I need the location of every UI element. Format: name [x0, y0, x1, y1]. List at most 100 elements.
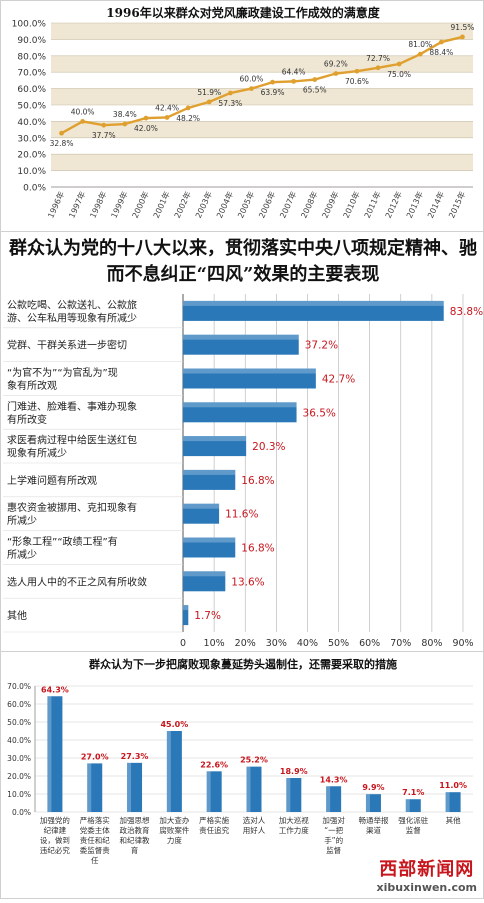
data-label: 38.4% [113, 110, 137, 119]
data-label: 32.8% [50, 139, 74, 148]
category-label: 严格落实 [80, 815, 110, 825]
category-label: 渠道 [366, 825, 381, 835]
data-label: 81.0% [408, 40, 432, 49]
category-label: 和纪律教 [120, 835, 150, 845]
bar-highlight [183, 503, 220, 509]
category-label: 违纪必究 [40, 845, 70, 855]
category-label: 手”的 [324, 835, 343, 845]
bar-highlight [183, 436, 247, 442]
x-tick-label: 2009年 [320, 190, 341, 220]
data-label: 75.0% [387, 70, 411, 79]
data-point [227, 90, 233, 96]
category-label: “一把 [324, 825, 343, 835]
bar-highlight [183, 571, 226, 577]
bar-value-label: 22.6% [200, 760, 228, 769]
bar [445, 792, 461, 812]
bar [183, 571, 226, 592]
x-tick-label: 2001年 [151, 190, 172, 220]
data-label: 60.0% [240, 75, 264, 84]
x-tick-label: 2008年 [299, 190, 320, 220]
y-tick-label: 10.0% [17, 167, 46, 177]
bar [183, 402, 297, 423]
x-tick-label: 2000年 [130, 190, 151, 220]
data-label: 88.4% [429, 48, 453, 57]
grid-band [51, 154, 473, 171]
category-label: 工作力度 [279, 825, 309, 835]
y-tick-label: 60.0% [17, 85, 46, 95]
y-tick-label: 40.0% [17, 118, 46, 128]
category-label: 纪律建 [44, 825, 67, 835]
satisfaction-line-panel: 1996年以来群众对党风廉政建设工作成效的满意度 0.0% 10.0% 20.0% 3… [0, 0, 484, 232]
category-label: 政治教育 [120, 825, 150, 835]
x-tick-label: 80% [421, 638, 442, 649]
x-tick-label: 2010年 [341, 190, 362, 220]
category-label: 党群、干群关系进一步密切 [7, 339, 127, 352]
category-label: 党委主体 [80, 825, 110, 835]
grid-band [51, 55, 473, 73]
site-watermark: 西部新闻网 xibuxinwen.com [377, 855, 477, 894]
data-point [101, 122, 107, 128]
bar-highlight [166, 731, 171, 812]
category-label: 设，做到 [40, 835, 70, 845]
category-label: 强化派驻 [398, 815, 428, 825]
category-label: 监督 [326, 845, 341, 855]
effects-hbar-chart: 0 10% 20% 30% 40% 50% 60% 70% 80% 90% 83.8% 公款吃喝、公款… [3, 294, 483, 649]
category-label: 选人用人中的不正之风有所收敛 [7, 575, 147, 588]
y-tick-label: 30.0% [7, 754, 31, 763]
category-label: 现象有所减少 [7, 447, 67, 460]
bar [47, 696, 63, 812]
bar-value-label: 7.1% [402, 788, 424, 797]
bar [183, 300, 444, 321]
bar [365, 794, 381, 812]
category-label: 畅通举报 [358, 815, 388, 825]
data-point [80, 119, 86, 124]
y-tick-label: 50.0% [7, 718, 31, 727]
data-point [270, 79, 275, 85]
bar [183, 334, 299, 355]
grid-band [51, 121, 473, 138]
category-label: 上学难问题有所改观 [7, 474, 97, 487]
y-tick-label: 10.0% [7, 790, 31, 799]
bar-value-label: 11.6% [225, 509, 258, 521]
satisfaction-line-chart: 0.0% 10.0% 20.0% 30.0% 40.0% 50.0% 60.0% 70.0% 8… [12, 20, 475, 220]
data-point [122, 121, 128, 127]
vbar-chart-title: 群众认为下一步把腐败现象蔓延势头遏制住，还需要采取的措施 [89, 658, 397, 671]
satisfaction-series-line [60, 35, 463, 135]
x-tick-label: 2014年 [425, 190, 446, 220]
data-label: 63.9% [261, 88, 285, 97]
bar [183, 368, 316, 389]
y-tick-label: 0.0% [23, 184, 46, 194]
category-label: 力度 [167, 835, 182, 845]
data-point [396, 61, 402, 67]
bar-value-label: 20.3% [252, 441, 285, 453]
bar [246, 766, 262, 812]
bar [183, 436, 247, 457]
category-label: 求医看病过程中给医生送红包 [7, 434, 137, 447]
y-tick-label: 0.0% [12, 808, 31, 817]
data-point [417, 51, 423, 57]
category-label: 责任追究 [199, 825, 229, 835]
category-label: “形象工程”“政绩工程”有 [7, 535, 118, 548]
x-tick-label: 2007年 [277, 190, 298, 220]
bar-highlight [286, 777, 291, 812]
bar [166, 731, 182, 812]
x-tick-label: 20% [235, 638, 256, 649]
category-label: 所减少 [7, 515, 37, 527]
category-label: 游、公车私用等现象有所减少 [7, 311, 137, 324]
category-label: 惠农资金被挪用、克扣现象有 [7, 501, 137, 514]
x-tick-label: 2013年 [404, 190, 425, 220]
bar-value-label: 36.5% [303, 407, 336, 419]
bar-value-label: 27.0% [81, 752, 109, 761]
bar-highlight [183, 402, 297, 408]
bar-highlight [206, 771, 211, 812]
bar-highlight [405, 799, 410, 812]
x-tick-label: 1996年 [45, 190, 66, 220]
effects-bar-panel: 群众认为党的十八大以来，贯彻落实中央八项规定精神、驰而不息纠正“四风”效果的主要… [0, 232, 484, 652]
bar-value-label: 64.3% [41, 685, 69, 694]
line-chart-title: 1996年以来群众对党风廉政建设工作成效的满意度 [106, 6, 380, 20]
y-tick-label: 70.0% [17, 69, 46, 79]
data-point [354, 68, 360, 74]
category-label: 严格实施 [199, 815, 229, 825]
bar-highlight [183, 469, 236, 475]
category-label: 育 [131, 845, 139, 855]
